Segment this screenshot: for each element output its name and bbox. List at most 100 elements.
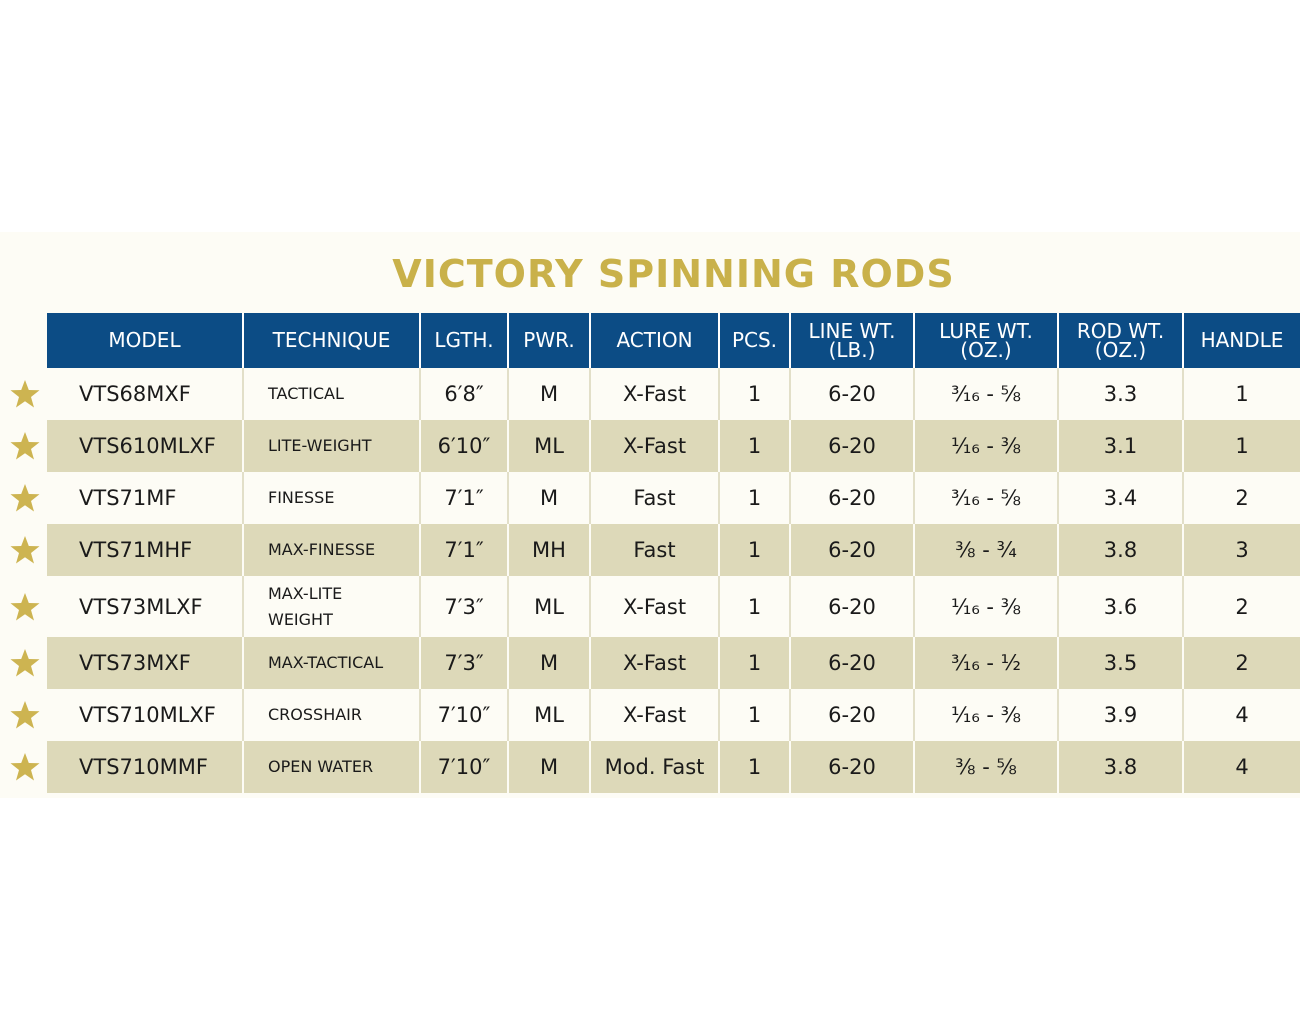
table-cell: 3.9: [1057, 689, 1183, 741]
table-cell: VTS610MLXF: [47, 420, 243, 472]
table-cell: ML: [507, 576, 590, 637]
table-cell: VTS710MMF: [47, 741, 243, 793]
column-header: LGTH.: [419, 313, 508, 368]
table-cell: LITE-WEIGHT: [242, 420, 420, 472]
table-row: VTS710MLXF CROSSHAIR 7′10″ ML X-Fast 1 6-20 ¹⁄₁…: [47, 689, 1300, 741]
table-cell: MAX-TACTICAL: [242, 637, 420, 689]
column-header: HANDLE: [1182, 313, 1300, 368]
column-header: MODEL: [47, 313, 243, 368]
table-cell: ¹⁄₁₆ - ⅜: [913, 689, 1058, 741]
table-cell: 7′1″: [419, 524, 508, 576]
table-cell: ¹⁄₁₆ - ⅜: [913, 420, 1058, 472]
column-header: ACTION: [589, 313, 719, 368]
table-cell: 6-20: [789, 576, 914, 637]
table-cell: X-Fast: [589, 689, 719, 741]
table-cell: 6-20: [789, 472, 914, 524]
table-cell: 3.1: [1057, 420, 1183, 472]
table-cell: X-Fast: [589, 368, 719, 420]
star-icon: [10, 701, 40, 729]
table-cell: MH: [507, 524, 590, 576]
star-icon: [10, 432, 40, 460]
table-cell: 7′3″: [419, 637, 508, 689]
table-cell: 1: [718, 420, 790, 472]
table-row: VTS73MLXF MAX-LITE WEIGHT 7′3″ ML X-Fast 1 6-2…: [47, 576, 1300, 637]
table-cell: 6-20: [789, 689, 914, 741]
table-cell: 6-20: [789, 368, 914, 420]
star-shape: [10, 380, 40, 408]
table-cell: 7′10″: [419, 689, 508, 741]
table-cell: 6′8″: [419, 368, 508, 420]
table-cell: X-Fast: [589, 420, 719, 472]
table-cell: ³⁄₁₆ - ⅝: [913, 368, 1058, 420]
table-cell: 1: [718, 741, 790, 793]
table-cell: 1: [1182, 420, 1300, 472]
table-cell: ³⁄₁₆ - ⅝: [913, 472, 1058, 524]
star-shape: [10, 649, 40, 677]
table-cell: 6-20: [789, 420, 914, 472]
table-cell: 7′10″: [419, 741, 508, 793]
table-cell: Fast: [589, 472, 719, 524]
star-icon: [10, 592, 40, 620]
table-cell: 1: [718, 576, 790, 637]
table-cell: VTS71MHF: [47, 524, 243, 576]
star-shape: [10, 701, 40, 729]
table-cell: 1: [718, 368, 790, 420]
table-row: VTS68MXF TACTICAL 6′8″ M X-Fast 1 6-20 ³⁄₁₆ - ⅝…: [47, 368, 1300, 420]
table-cell: 2: [1182, 576, 1300, 637]
table-cell: 7′1″: [419, 472, 508, 524]
table-cell: ¹⁄₁₆ - ⅜: [913, 576, 1058, 637]
column-header: PCS.: [718, 313, 790, 368]
table-cell: 6-20: [789, 524, 914, 576]
star-icon: [10, 484, 40, 512]
table-cell: 6-20: [789, 637, 914, 689]
table-cell: 1: [718, 689, 790, 741]
table-cell: 3.3: [1057, 368, 1183, 420]
star-shape: [10, 753, 40, 781]
table-row: VTS610MLXF LITE-WEIGHT 6′10″ ML X-Fast 1 6-20 ¹…: [47, 420, 1300, 472]
star-icon: [10, 753, 40, 781]
star-shape: [10, 484, 40, 512]
column-header: TECHNIQUE: [242, 313, 420, 368]
table-row: VTS73MXF MAX-TACTICAL 7′3″ M X-Fast 1 6-20 ³⁄₁₆…: [47, 637, 1300, 689]
table-cell: VTS68MXF: [79, 382, 191, 406]
star-shape: [10, 536, 40, 564]
table-cell: 2: [1182, 472, 1300, 524]
table-cell: 6′10″: [419, 420, 508, 472]
table-cell: Fast: [589, 524, 719, 576]
table-cell: FINESSE: [242, 472, 420, 524]
table-cell: 7′3″: [419, 576, 508, 637]
table-cell: M: [507, 368, 590, 420]
table-cell: 3.8: [1057, 524, 1183, 576]
table-cell: X-Fast: [589, 576, 719, 637]
table-cell: ⅜ - ⅝: [913, 741, 1058, 793]
table-cell: ML: [507, 420, 590, 472]
column-header: PWR.: [507, 313, 590, 368]
table-cell: TACTICAL: [242, 368, 420, 420]
table-cell: 3.6: [1057, 576, 1183, 637]
table-cell: ⅜ - ¾: [913, 524, 1058, 576]
table-body: VTS68MXF TACTICAL 6′8″ M X-Fast 1 6-20 ³⁄₁₆ - ⅝…: [47, 368, 1300, 793]
table-cell: VTS73MXF: [47, 637, 243, 689]
table-cell: 4: [1182, 689, 1300, 741]
table-cell: 1: [718, 472, 790, 524]
table-cell: 6-20: [789, 741, 914, 793]
table-cell: ML: [507, 689, 590, 741]
table-row: VTS71MF FINESSE 7′1″ M Fast 1 6-20 ³⁄₁₆ - ⅝ 3.4 2: [47, 472, 1300, 524]
table-cell: ³⁄₁₆ - ½: [913, 637, 1058, 689]
table-cell: MAX-FINESSE: [242, 524, 420, 576]
column-header: LURE WT. (OZ.): [913, 313, 1058, 368]
table-cell: Mod. Fast: [589, 741, 719, 793]
table-cell: 3.8: [1057, 741, 1183, 793]
title: VICTORY SPINNING RODS: [392, 252, 955, 296]
table-cell: M: [507, 472, 590, 524]
star-icon: [10, 536, 40, 564]
table-cell: CROSSHAIR: [242, 689, 420, 741]
table-cell: VTS73MLXF: [79, 594, 203, 619]
table-row: VTS710MMF OPEN WATER 7′10″ M Mod. Fast 1 6-20 ⅜…: [47, 741, 1300, 793]
table-cell: MAX-LITE WEIGHT: [242, 576, 420, 637]
star-icon: [10, 649, 40, 677]
table-cell: OPEN WATER: [242, 741, 420, 793]
table-cell: 1: [718, 637, 790, 689]
